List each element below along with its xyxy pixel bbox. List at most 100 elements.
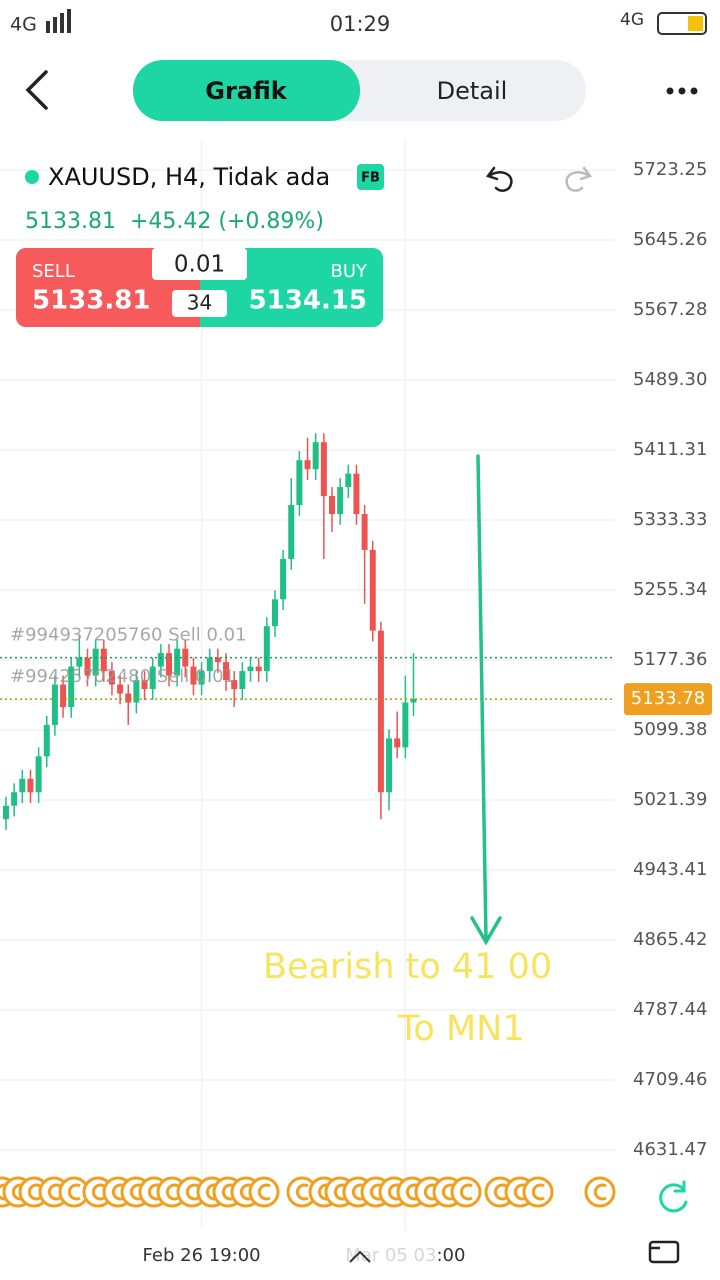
order-icon-mark: [111, 1183, 125, 1201]
tab-grafik[interactable]: Grafik: [205, 77, 288, 105]
y-tick-label: 4787.44: [633, 999, 707, 1020]
candle-body: [166, 653, 172, 676]
annotation-arrow: [470, 454, 502, 946]
candle-body: [157, 653, 164, 667]
volume-box[interactable]: [152, 248, 247, 280]
candle-body: [377, 630, 384, 793]
y-tick-label: 5021.39: [633, 789, 707, 810]
y-tick-label: 5177.36: [633, 649, 707, 670]
order-icon: [584, 1176, 616, 1208]
status-time: 01:29: [330, 12, 391, 36]
candle-body: [174, 648, 181, 676]
order-icon-mark: [91, 1183, 105, 1201]
status-network: 4G: [10, 14, 37, 36]
order-icon-mark: [493, 1183, 507, 1201]
candle-body: [271, 599, 278, 627]
sell-price: 5133.81: [32, 286, 150, 316]
chart: 5723.25 5645.26 5567.28 5489.30 5411.31 5333.…: [0, 140, 712, 1266]
candle-body: [84, 657, 91, 676]
bottom-handle: [282, 1244, 438, 1280]
order-icon-mark: [27, 1183, 41, 1201]
current-price: 5133.78: [631, 688, 705, 709]
candle-body: [280, 558, 287, 600]
candle-body: [68, 666, 75, 707]
reset-button[interactable]: [659, 1180, 688, 1213]
signal-icon: [46, 9, 71, 33]
bottom-handle-chevron: [349, 1250, 371, 1263]
candle-body: [27, 778, 34, 793]
order-icon-mark: [185, 1183, 199, 1201]
order-label: #99425702480 Sell 0.01: [10, 666, 235, 687]
candle-body: [231, 680, 238, 690]
candle-body: [312, 442, 319, 470]
order-label: #994937205760 Sell 0.01: [10, 625, 247, 646]
undo-button[interactable]: [485, 166, 513, 192]
order-icons: [0, 1176, 616, 1208]
order-icon: [522, 1176, 554, 1208]
candle-body: [329, 496, 335, 515]
candle-body: [43, 724, 50, 757]
order-icon-mark: [67, 1183, 81, 1201]
candle-body: [223, 662, 230, 681]
tab-detail[interactable]: Detail: [437, 77, 508, 105]
annotation: To MN1: [397, 1009, 525, 1049]
order-icon-mark: [387, 1183, 401, 1201]
current-price-box: [624, 683, 712, 716]
y-tick-label: 4709.46: [633, 1069, 707, 1090]
candle-body: [320, 442, 327, 497]
annotation: Bearish to 41 00: [263, 947, 552, 987]
order-icon-mark: [129, 1183, 143, 1201]
y-tick-label: 5099.38: [633, 719, 707, 740]
sell-label: SELL: [32, 261, 75, 282]
candle-body: [190, 666, 197, 685]
spread-box: [172, 290, 227, 317]
candle-body: [76, 657, 83, 667]
candle-body: [141, 680, 148, 690]
candle-body: [108, 671, 115, 685]
x-tick-label: Feb 26 19:00: [143, 1245, 261, 1266]
order-icon-mark: [531, 1183, 545, 1201]
spread: 34: [187, 291, 212, 315]
battery-level: [688, 16, 703, 31]
candle-body: [337, 487, 344, 515]
candle-body: [214, 657, 221, 663]
tab-active[interactable]: [133, 60, 360, 121]
order-icon-mark: [257, 1183, 271, 1201]
candle-body: [133, 680, 140, 703]
order-icon: [248, 1176, 280, 1208]
buy-price: 5134.15: [249, 286, 367, 316]
candle-body: [263, 626, 270, 672]
back-button[interactable]: [25, 70, 48, 110]
battery: [657, 12, 707, 35]
candle-body: [345, 473, 352, 488]
redo-button[interactable]: [565, 166, 593, 192]
order-icon-mark: [405, 1183, 419, 1201]
candle-body: [3, 805, 9, 820]
y-tick-label: 5645.26: [633, 229, 707, 250]
y-tick-label: 4631.47: [633, 1139, 707, 1160]
order-icon-mark: [221, 1183, 235, 1201]
y-tick-label: 5333.33: [633, 509, 707, 530]
candle-body: [206, 657, 213, 672]
y-tick-label: 4865.42: [633, 929, 707, 950]
order-icon-mark: [441, 1183, 455, 1201]
candle-body: [288, 505, 295, 559]
candle-body: [410, 698, 417, 703]
candle-body: [125, 693, 132, 703]
candle-body: [51, 684, 58, 725]
volume[interactable]: 0.01: [174, 252, 225, 278]
menu-button[interactable]: [666, 87, 698, 95]
y-tick-label: 5723.25: [633, 159, 707, 180]
candle-body: [402, 702, 409, 748]
layout-button[interactable]: [648, 1240, 680, 1264]
buy-label: BUY: [330, 261, 368, 282]
order-icon-mark: [147, 1183, 161, 1201]
order-icon: [450, 1176, 482, 1208]
candle-body: [19, 778, 26, 793]
candle-body: [386, 738, 393, 793]
candle-body: [369, 549, 376, 631]
candle-body: [239, 671, 246, 690]
candle-body: [353, 473, 360, 515]
